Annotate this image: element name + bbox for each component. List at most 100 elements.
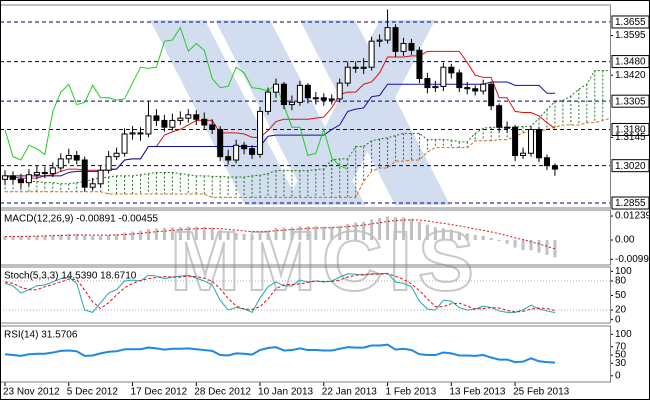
candle-body [535, 128, 542, 159]
macd-bar [170, 227, 174, 241]
y-tick-label: 1.3420 [615, 70, 646, 81]
candle-body [448, 66, 455, 74]
macd-bar [513, 240, 517, 248]
candle-body [496, 105, 503, 128]
macd-bar [545, 240, 549, 255]
candle-body [41, 171, 48, 175]
macd-bar [306, 226, 310, 241]
level-label: 1.3020 [615, 161, 646, 172]
macd-bar [218, 230, 222, 241]
macd-bar [51, 235, 55, 241]
candle-body [400, 42, 407, 52]
candle-body [551, 165, 558, 170]
candle-body [336, 82, 343, 100]
candle-body [280, 83, 287, 106]
level-label: 1.3480 [615, 57, 646, 68]
macd-bar [394, 217, 398, 241]
candle-body [25, 174, 32, 184]
macd-bar [449, 229, 453, 241]
macd-bar [378, 217, 382, 241]
y-tick-label: 20 [615, 305, 627, 316]
macd-bar [131, 231, 135, 241]
y-tick-label: 100 [615, 329, 632, 340]
candle-body [145, 115, 152, 135]
macd-bar [465, 233, 469, 241]
macd-bar [354, 222, 358, 241]
macd-bar [75, 233, 79, 241]
candle-body [89, 183, 96, 188]
candle-body [217, 128, 224, 158]
candle-body [328, 98, 335, 101]
y-tick-label: 1.3595 [615, 30, 646, 41]
candle-body [49, 167, 56, 175]
macd-bar [258, 233, 262, 241]
candle-body [241, 144, 248, 150]
candle-body [456, 72, 463, 89]
macd-bar [386, 216, 390, 241]
macd-bar [162, 228, 166, 241]
macd-bar [99, 235, 103, 241]
macd-bar [234, 233, 238, 241]
x-tick-label: 22 Jan 2013 [322, 387, 377, 398]
candle-body [320, 97, 327, 101]
panel-title: Stoch(5,3,3) 14.5390 18.6710 [4, 271, 137, 282]
macd-bar [107, 234, 111, 241]
line [5, 117, 610, 198]
candle-body [121, 133, 128, 154]
candle-body [472, 88, 479, 92]
y-tick-label: 0 [615, 314, 621, 325]
macd-bar [370, 219, 374, 241]
macd-bar [298, 226, 302, 241]
macd-bar [266, 230, 270, 241]
candle-body [376, 39, 383, 42]
level-label: 1.3180 [615, 125, 646, 136]
macd-bar [43, 235, 47, 241]
x-tick-label: 17 Dec 2012 [131, 387, 188, 398]
y-tick-label: -0.00993 [615, 254, 650, 265]
macd-bar [186, 226, 190, 241]
y-tick-label: 100 [615, 266, 632, 277]
macd-bar [59, 234, 63, 241]
macd-bar [481, 235, 485, 241]
macd-bar [19, 236, 23, 241]
candle-body [384, 27, 391, 41]
macd-bar [115, 234, 119, 241]
line [5, 50, 556, 179]
macd-bar [3, 236, 7, 241]
macd-bar [35, 235, 39, 241]
line [4, 343, 556, 364]
candle-body [304, 84, 311, 99]
macd-bar [202, 227, 206, 241]
panel-title: MACD(12,26,9) -0.00891 -0.00455 [4, 214, 158, 225]
candle-body [73, 154, 80, 161]
macd-bar [146, 229, 150, 241]
candle-body [352, 66, 359, 69]
candle-body [520, 152, 527, 156]
macd-bar [210, 227, 214, 241]
x-tick-label: 13 Feb 2013 [449, 387, 506, 398]
candle-body [504, 126, 511, 129]
candle-body [81, 159, 88, 188]
level-label: 1.3655 [615, 17, 646, 28]
candle-body [169, 119, 176, 128]
candle-body [65, 154, 72, 160]
macd-bar [338, 225, 342, 241]
candle-body [408, 42, 415, 51]
candle-body [416, 49, 423, 80]
plot-layer: 1.3655 1.3480 1.3305 1.3180 1.3020 1.2855 1.35… [0, 4, 650, 398]
candle-body [344, 66, 351, 84]
macd-bar [274, 227, 278, 241]
watermark: MMCIS [170, 214, 480, 308]
macd-bar [282, 227, 286, 241]
macd-bar [178, 227, 182, 241]
macd-bar [250, 235, 254, 241]
candle-body [257, 110, 264, 155]
y-tick-label: 0.00 [615, 235, 635, 246]
macd-bar [473, 234, 477, 241]
macd-bar [242, 234, 246, 241]
macd-bar [123, 232, 127, 241]
macd-bar [226, 232, 230, 241]
candle-body [440, 66, 447, 87]
